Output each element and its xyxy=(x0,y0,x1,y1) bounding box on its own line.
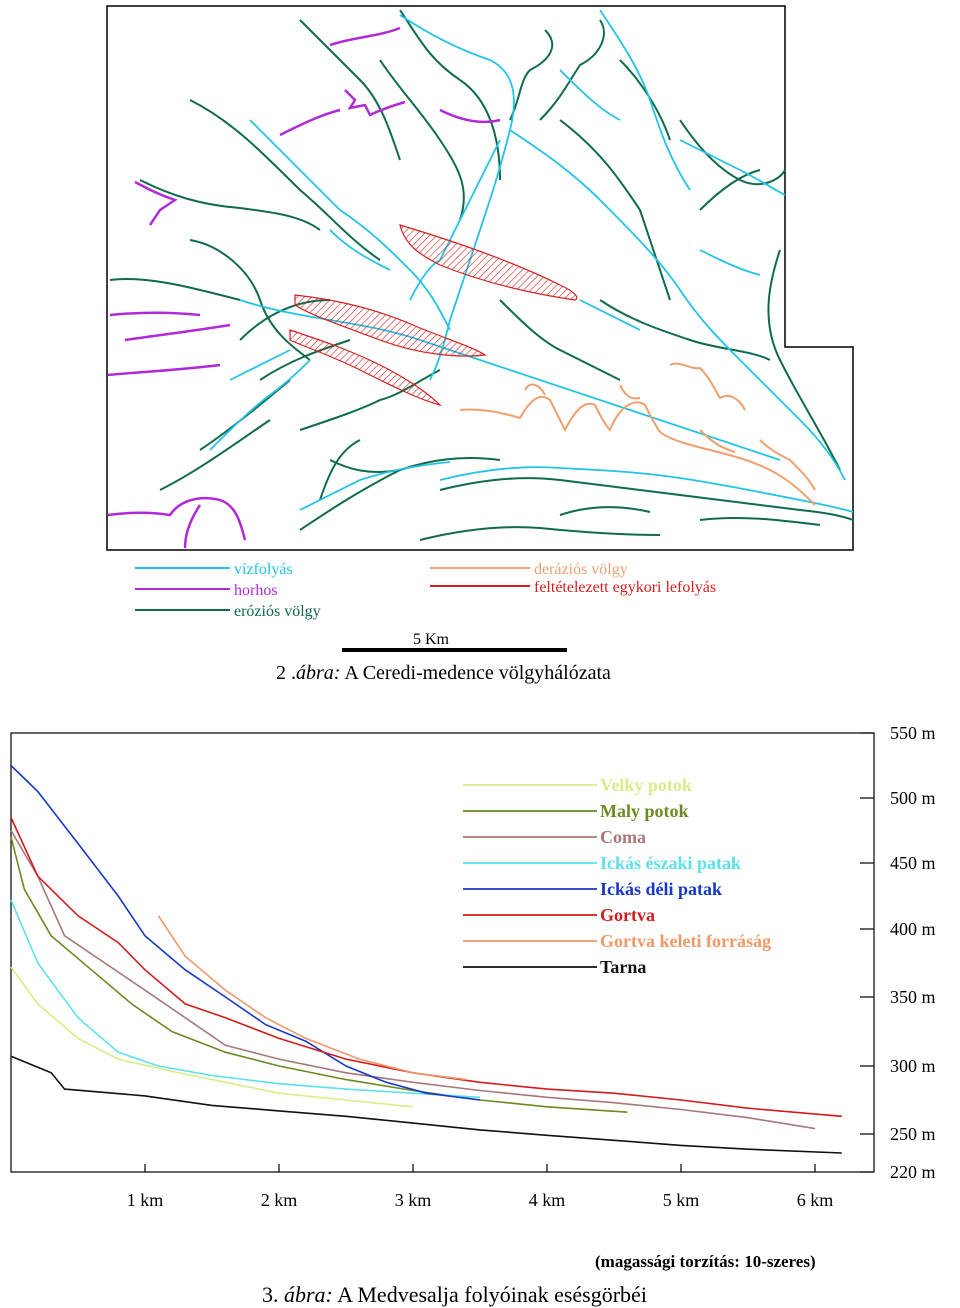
series-line xyxy=(10,966,414,1108)
figure-3-number: 3. xyxy=(262,1282,279,1307)
scale-bar-label: 5 Km xyxy=(413,631,450,648)
map-legend: vízfolyás horhos eróziós völgy deráziós … xyxy=(135,561,716,620)
y-tick-label: 400 m xyxy=(890,919,936,939)
legend-label: Tarna xyxy=(600,957,646,977)
former-runoff-areas xyxy=(289,224,578,407)
chart-legend: Velky potok Maly potok Coma Ickás északi pa… xyxy=(463,775,771,977)
legend-label: Gortva keleti forráság xyxy=(600,931,771,951)
legend-label: Coma xyxy=(600,827,646,847)
figure-2-title: A Ceredi-medence völgyhálózata xyxy=(344,662,611,684)
x-tick-label: 3 km xyxy=(395,1190,432,1210)
legend-label-lefolyas: feltételezett egykori lefolyás xyxy=(534,579,716,596)
y-tick-label: 220 m xyxy=(890,1162,936,1182)
legend-label: Gortva xyxy=(600,905,655,925)
figure-2-caption: 2 .ábra: A Ceredi-medence völgyhálózata xyxy=(276,662,611,685)
series-line xyxy=(157,915,467,1081)
y-tick-label: 500 m xyxy=(890,788,936,808)
legend-label-derazios: deráziós völgy xyxy=(534,561,628,578)
series-line xyxy=(10,899,481,1099)
watercourses xyxy=(209,9,854,513)
figure-3-word: ábra: xyxy=(284,1282,333,1307)
x-tick-label: 5 km xyxy=(663,1190,700,1210)
series-line xyxy=(10,817,842,1118)
legend-label: Ickás északi patak xyxy=(600,853,741,873)
x-tick-label: 2 km xyxy=(261,1190,298,1210)
x-tick-label: 6 km xyxy=(797,1190,834,1210)
y-tick-label: 550 m xyxy=(890,723,936,743)
y-tick-label: 350 m xyxy=(890,987,936,1007)
figure-2-word: ábra: xyxy=(296,662,341,684)
legend-label-vizfolyas: vízfolyás xyxy=(234,561,293,578)
figure-3-caption: 3. ábra: A Medvesalja folyóinak esésgörb… xyxy=(262,1282,647,1308)
series-line xyxy=(10,830,816,1130)
figure-3-title: A Medvesalja folyóinak esésgörbéi xyxy=(337,1282,647,1307)
legend-label: Velky potok xyxy=(600,775,692,795)
y-tick-label: 250 m xyxy=(890,1124,936,1144)
erosion-valleys xyxy=(109,9,854,541)
y-tick-label: 450 m xyxy=(890,853,936,873)
y-tick-label: 300 m xyxy=(890,1056,936,1076)
series-line xyxy=(10,764,481,1101)
x-tick-label: 4 km xyxy=(529,1190,566,1210)
plot-frame xyxy=(10,732,875,1173)
valley-network-map: vízfolyás horhos eróziós völgy deráziós … xyxy=(106,5,854,652)
longitudinal-profile-chart: 1 km 2 km 3 km 4 km 5 km 6 km 550 m 500 m 450 m… xyxy=(10,723,936,1271)
horhos-lines xyxy=(107,26,501,549)
legend-label-erozios: eróziós völgy xyxy=(234,603,321,620)
figure-2-number: 2 . xyxy=(276,662,296,684)
y-axis: 550 m 500 m 450 m 400 m 350 m 300 m 250 m 220 m xyxy=(860,723,936,1182)
series-line xyxy=(10,836,628,1113)
legend-label: Maly potok xyxy=(600,801,689,821)
x-tick-label: 1 km xyxy=(127,1190,164,1210)
x-axis: 1 km 2 km 3 km 4 km 5 km 6 km xyxy=(127,1164,834,1210)
derasion-valleys xyxy=(459,362,816,506)
series-line xyxy=(10,1055,842,1154)
distortion-note: (magassági torzítás: 10-szeres) xyxy=(595,1252,816,1271)
map-frame xyxy=(106,5,854,551)
legend-label: Ickás déli patak xyxy=(600,879,722,899)
legend-label-horhos: horhos xyxy=(234,582,278,599)
profile-lines xyxy=(10,764,842,1154)
